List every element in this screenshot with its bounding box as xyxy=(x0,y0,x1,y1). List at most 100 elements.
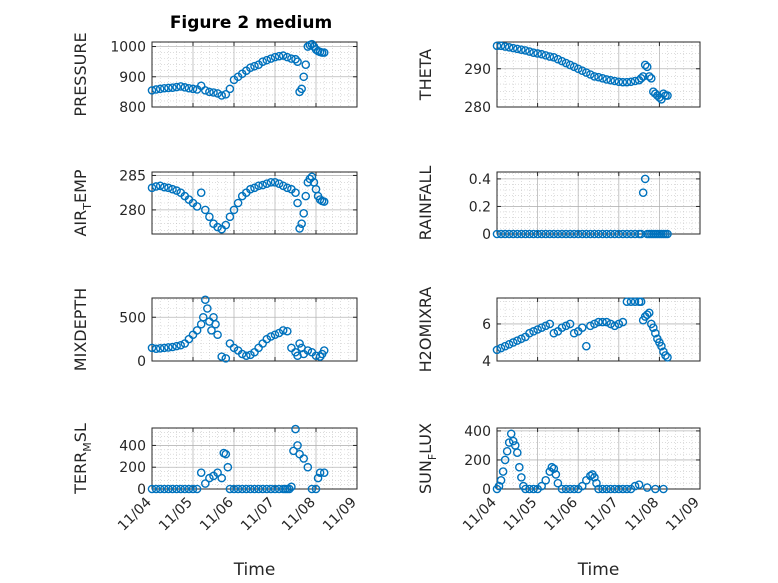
data-point xyxy=(638,188,648,197)
data-point xyxy=(636,74,646,83)
data-point xyxy=(200,86,210,95)
data-point xyxy=(537,323,546,332)
data-point xyxy=(594,72,603,82)
data-point xyxy=(270,52,280,62)
data-point xyxy=(315,195,325,204)
data-point xyxy=(225,212,235,222)
data-point xyxy=(213,330,222,340)
data-point xyxy=(661,351,670,360)
data-point xyxy=(618,484,628,494)
data-point xyxy=(205,87,214,97)
data-point xyxy=(663,91,672,100)
data-point xyxy=(533,49,542,58)
data-point xyxy=(301,60,311,69)
data-point xyxy=(262,484,272,494)
data-point xyxy=(278,51,288,60)
data-point xyxy=(254,484,263,494)
data-point xyxy=(192,484,202,494)
data-point xyxy=(557,56,567,66)
axes-box xyxy=(151,41,358,108)
data-point xyxy=(525,229,534,239)
data-point xyxy=(188,484,198,494)
data-point xyxy=(549,328,559,338)
data-point xyxy=(630,297,640,307)
data-point xyxy=(610,321,620,331)
data-point xyxy=(293,198,302,208)
data-point xyxy=(504,340,514,349)
y-axis-label: RAINFALL xyxy=(416,166,435,241)
y-tick-label: 285 xyxy=(119,168,146,184)
x-tick-label: 11/04 xyxy=(115,494,155,534)
data-point xyxy=(586,471,595,481)
data-point xyxy=(618,317,628,327)
data-point xyxy=(258,57,268,66)
y-tick-label: 0 xyxy=(137,354,146,370)
data-point xyxy=(508,436,518,446)
data-point xyxy=(553,478,563,488)
data-point xyxy=(221,90,231,99)
y-tick-label: 500 xyxy=(119,310,146,326)
data-point xyxy=(586,70,595,79)
data-point xyxy=(594,229,603,239)
data-series xyxy=(147,424,329,494)
data-point xyxy=(582,68,591,77)
data-point xyxy=(517,334,526,344)
data-point xyxy=(291,424,300,434)
data-point xyxy=(311,484,321,494)
data-point xyxy=(557,323,567,332)
data-point xyxy=(307,484,317,494)
data-point xyxy=(297,84,306,94)
data-point xyxy=(209,88,218,97)
data-point xyxy=(614,77,624,87)
data-point xyxy=(213,89,222,98)
data-point xyxy=(549,464,559,473)
data-point xyxy=(515,462,524,472)
data-point xyxy=(557,484,567,494)
data-point xyxy=(549,229,559,239)
data-point xyxy=(168,342,177,352)
y-axis-label: MIXDEPTH xyxy=(71,288,90,371)
data-point xyxy=(622,77,632,87)
data-point xyxy=(602,75,611,84)
data-point xyxy=(651,328,660,338)
data-point xyxy=(291,54,300,64)
y-tick-label: 0 xyxy=(137,482,146,498)
data-point xyxy=(498,467,508,476)
data-point xyxy=(602,229,611,239)
data-point xyxy=(525,47,534,56)
data-point xyxy=(651,484,660,494)
data-point xyxy=(622,484,632,494)
data-point xyxy=(299,72,309,82)
y-tick-label: 400 xyxy=(119,438,146,454)
axes-background xyxy=(497,428,700,489)
data-point xyxy=(319,48,329,57)
axes-background xyxy=(152,298,357,361)
data-point xyxy=(147,484,157,494)
data-point xyxy=(513,448,522,457)
x-axis-label: Time xyxy=(577,560,620,580)
y-tick-label: 0 xyxy=(482,227,491,243)
data-point xyxy=(205,212,214,222)
data-point xyxy=(502,446,512,456)
data-point xyxy=(155,344,165,353)
data-point xyxy=(646,74,656,83)
data-point xyxy=(492,229,502,239)
data-point xyxy=(213,222,222,232)
data-point xyxy=(270,178,280,187)
data-point xyxy=(274,484,284,494)
x-tick-label: 11/06 xyxy=(541,494,581,534)
data-point xyxy=(614,319,624,329)
data-point xyxy=(659,484,668,494)
data-point xyxy=(180,484,190,494)
data-series xyxy=(492,174,672,239)
data-point xyxy=(590,72,599,81)
data-point xyxy=(237,349,247,359)
data-point xyxy=(270,330,280,340)
data-point xyxy=(225,84,235,94)
axes-background xyxy=(497,172,700,234)
data-point xyxy=(614,229,624,239)
data-point xyxy=(577,229,587,239)
data-point xyxy=(246,184,255,194)
data-point xyxy=(151,85,161,94)
